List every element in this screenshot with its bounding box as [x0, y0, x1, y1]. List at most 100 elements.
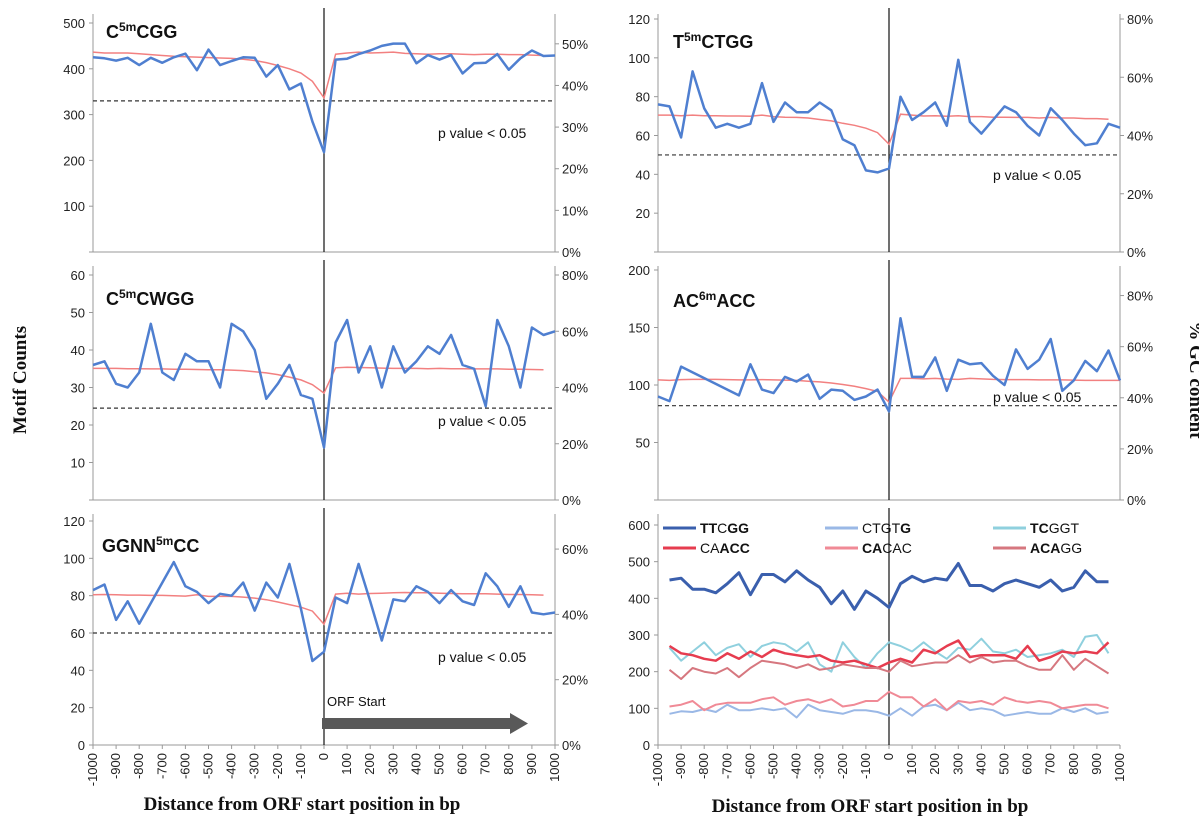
right-axis-title: % GC content: [1185, 321, 1199, 439]
motif-title: C5mCWGG: [106, 287, 194, 309]
motif-title: AC6mACC: [673, 289, 755, 311]
left-tick-label: 400: [628, 591, 650, 606]
x-tick-label: -600: [177, 753, 192, 779]
x-tick-label: -500: [766, 753, 781, 779]
left-tick-label: 50: [71, 306, 85, 321]
left-tick-label: 0: [78, 738, 85, 753]
motif-count-line: [92, 318, 556, 449]
right-tick-label: 40%: [562, 381, 588, 396]
x-tick-label: -1000: [650, 753, 665, 786]
x-tick-label: -300: [247, 753, 262, 779]
left-tick-label: 10: [71, 456, 85, 471]
gc-content-line: [92, 51, 544, 100]
gc-content-line: [93, 366, 544, 395]
p-value-label: p value < 0.05: [438, 413, 527, 429]
left-tick-label: 0: [643, 738, 650, 753]
legend-label: TCGGT: [1030, 520, 1079, 536]
motif-count-line: [92, 42, 556, 154]
left-tick-label: 100: [63, 199, 85, 214]
left-tick-label: 500: [63, 16, 85, 31]
p-value-label: p value < 0.05: [438, 125, 527, 141]
x-tick-label: 100: [904, 753, 919, 775]
legend-label: CACAC: [862, 540, 912, 556]
left-tick-label: 100: [628, 51, 650, 66]
x-tick-label: -800: [131, 753, 146, 779]
motif-count-line: [657, 317, 1122, 413]
left-tick-label: 100: [628, 701, 650, 716]
orf-start-arrow: ORF Start: [322, 694, 528, 734]
x-tick-label: 200: [362, 753, 377, 775]
left-tick-label: 50: [636, 436, 650, 451]
panel-c5mcgg: 500 400 300 200 100 50% 40% 30% 20% 10% 0% p value …: [63, 8, 588, 260]
x-tick-label: 0: [316, 753, 331, 760]
panel-t5mctgg: 120 100 80 60 40 20 80% 60% 40% 20% 0% p value < 0.…: [628, 8, 1153, 260]
x-tick-label: -300: [812, 753, 827, 779]
right-tick-label: 40%: [562, 78, 588, 93]
legend-label: TTCGG: [700, 520, 749, 536]
right-tick-label: 60%: [1127, 340, 1153, 355]
right-tick-label: 40%: [1127, 391, 1153, 406]
orf-start-label: ORF Start: [327, 694, 386, 709]
right-tick-label: 0%: [562, 493, 581, 508]
x-tick-label: -200: [835, 753, 850, 779]
x-tick-label: -100: [293, 753, 308, 779]
x-tick-label: -600: [742, 753, 757, 779]
x-tick-label: -900: [673, 753, 688, 779]
gc-content-line: [92, 591, 544, 626]
left-tick-label: 100: [63, 551, 85, 566]
right-tick-label: 60%: [562, 324, 588, 339]
p-value-label: p value < 0.05: [993, 389, 1082, 405]
left-tick-label: 300: [628, 628, 650, 643]
x-tick-label: -900: [108, 753, 123, 779]
left-tick-label: 300: [63, 108, 85, 123]
right-tick-label: 20%: [562, 437, 588, 452]
left-tick-label: 20: [636, 206, 650, 221]
x-tick-label: -700: [154, 753, 169, 779]
right-tick-label: 20%: [562, 673, 588, 688]
left-tick-label: 40: [636, 167, 650, 182]
right-tick-label: 80%: [562, 268, 588, 283]
x-tick-label: -1000: [85, 753, 100, 786]
left-tick-label: 100: [628, 378, 650, 393]
x-axis-title-left: Distance from ORF start position in bp: [144, 794, 461, 815]
right-tick-label: 60%: [1127, 70, 1153, 85]
left-tick-label: 120: [63, 514, 85, 529]
x-tick-label: 600: [1020, 753, 1035, 775]
panel-ac6macc: 200 150 100 50 80% 60% 40% 20% 0% p value < 0.05 A…: [628, 260, 1153, 508]
x-tick-label: 400: [973, 753, 988, 775]
motif-count-line: [92, 560, 556, 663]
x-tick-label: 800: [501, 753, 516, 775]
x-tick-label: -100: [858, 753, 873, 779]
left-tick-label: 500: [628, 555, 650, 570]
x-tick-label: -700: [719, 753, 734, 779]
panel-c5mcwgg: 60 50 40 30 20 10 80% 60% 40% 20% 0% p value < 0.05…: [71, 260, 588, 508]
p-value-label: p value < 0.05: [993, 167, 1082, 183]
x-tick-label: 500: [432, 753, 447, 775]
left-tick-label: 80: [636, 90, 650, 105]
legend-label: CTGTG: [862, 520, 911, 536]
left-tick-label: 40: [71, 663, 85, 678]
x-tick-label: -800: [696, 753, 711, 779]
x-tick-label: 1000: [547, 753, 562, 782]
right-tick-label: 40%: [562, 607, 588, 622]
motif-title: C5mCGG: [106, 20, 177, 42]
p-value-label: p value < 0.05: [438, 649, 527, 665]
x-tick-label: 200: [927, 753, 942, 775]
x-tick-label: -500: [201, 753, 216, 779]
right-tick-label: 80%: [1127, 12, 1153, 27]
gc-content-line: [658, 113, 1109, 146]
series-line-cacac: [669, 690, 1109, 712]
x-tick-label: 800: [1066, 753, 1081, 775]
right-tick-label: 50%: [562, 37, 588, 52]
left-axis-title: Motif Counts: [10, 326, 31, 434]
right-tick-label: 0%: [1127, 493, 1146, 508]
left-tick-label: 200: [63, 153, 85, 168]
orf-arrow-head: [510, 713, 528, 734]
x-tick-label: 0: [881, 753, 896, 760]
x-tick-label: 900: [524, 753, 539, 775]
legend-label: ACAGG: [1030, 540, 1082, 556]
